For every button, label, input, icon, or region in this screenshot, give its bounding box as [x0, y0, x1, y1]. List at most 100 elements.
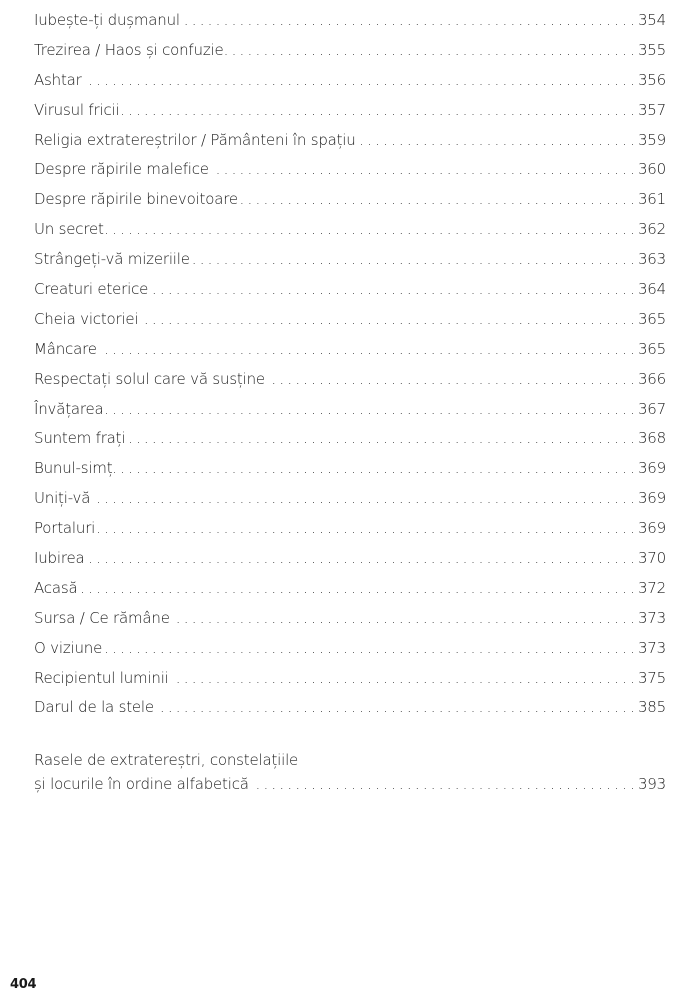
dot-leader: ........................................…: [150, 280, 638, 299]
toc-entry-page: 361: [637, 190, 666, 209]
toc-entry: O viziune...............................…: [34, 634, 666, 664]
toc-entry: Ashtar..................................…: [34, 66, 666, 96]
dot-leader: ........................................…: [97, 519, 638, 538]
toc-entry-page: 375: [637, 668, 666, 687]
dot-leader: ........................................…: [121, 100, 638, 119]
toc-entry: Portaluri...............................…: [34, 514, 666, 544]
toc-entry-title: Mâncare: [34, 339, 97, 358]
toc-entry-page: 360: [637, 160, 666, 179]
dot-leader: ........................................…: [106, 220, 638, 239]
dot-leader: ........................................…: [211, 160, 638, 179]
toc-entry-page: 363: [637, 250, 666, 269]
toc-entry-title: Strângeți-vă mizeriile: [34, 250, 190, 269]
dot-leader: ........................................…: [156, 698, 638, 717]
toc-entry-page: 365: [637, 309, 666, 328]
toc-entry: Religia extratereștrilor / Pământeni în …: [34, 126, 666, 156]
toc-entry: Creaturi eterice........................…: [34, 275, 666, 305]
toc-entry: Despre răpirile malefice................…: [34, 155, 666, 185]
toc-entry-title: Bunul-simț: [34, 459, 113, 478]
dot-leader: ........................................…: [239, 190, 638, 209]
dot-leader: ........................................…: [140, 309, 638, 328]
page-number: 404: [10, 977, 37, 992]
toc-entry: Recipientul luminii.....................…: [34, 664, 666, 694]
toc-entry: Despre răpirile binevoitoare............…: [34, 185, 666, 215]
toc-entry-title: Recipientul luminii: [34, 668, 169, 687]
dot-leader: ........................................…: [114, 459, 638, 478]
toc-entry: Suntem frați............................…: [34, 424, 666, 454]
toc-entry-page: 369: [637, 459, 666, 478]
toc-entry: Trezirea / Haos și confuzie.............…: [34, 36, 666, 66]
toc-entry-title: Acasă: [34, 578, 78, 597]
toc-entry-title: Iubește-ți dușmanul: [34, 11, 180, 29]
toc-entry-page: 370: [637, 549, 666, 568]
appendix-title-line2: și locurile în ordine alfabetică: [34, 775, 249, 793]
toc-entry-page: 357: [637, 100, 666, 119]
toc-entry-page: 373: [637, 638, 666, 657]
toc-entry-page: 354: [637, 11, 666, 29]
table-of-contents: Iubește-ți dușmanul.....................…: [34, 6, 666, 723]
toc-entry-title: Ashtar: [34, 70, 82, 89]
dot-leader: ........................................…: [104, 638, 638, 657]
toc-entry-title: Cheia victoriei: [34, 309, 139, 328]
dot-leader: ........................................…: [92, 489, 638, 508]
dot-leader: ........................................…: [84, 70, 638, 89]
toc-entry-title: Darul de la stele: [34, 698, 154, 717]
toc-entry: Iubește-ți dușmanul.....................…: [34, 6, 666, 36]
toc-entry-title: Religia extratereștrilor / Pământeni în …: [34, 130, 356, 149]
toc-entry-title: Sursa / Ce rămâne: [34, 608, 170, 627]
dot-leader: ........................................…: [172, 608, 638, 627]
toc-entry-page: 364: [637, 280, 666, 299]
toc-entry-title: Despre răpirile malefice: [34, 160, 209, 179]
toc-entry-title: Uniți-vă: [34, 489, 91, 508]
dot-leader: ........................................…: [266, 369, 638, 388]
toc-entry-title: Portaluri: [34, 519, 96, 538]
dot-leader: ........................................…: [106, 399, 638, 418]
toc-entry-title: Un secret: [34, 220, 104, 239]
toc-entry: Sursa / Ce rămâne.......................…: [34, 604, 666, 634]
dot-leader: ........................................…: [358, 130, 638, 149]
toc-entry-page: 368: [637, 429, 666, 448]
toc-entry: Bunul-simț..............................…: [34, 454, 666, 484]
toc-entry-page: 373: [637, 608, 666, 627]
toc-entry-title: Suntem frați: [34, 429, 126, 448]
appendix-title-line1: Rasele de extratereștri, constelațiile: [34, 751, 299, 769]
dot-leader: ........................................…: [86, 549, 638, 568]
toc-entry: Respectați solul care vă susține........…: [34, 365, 666, 395]
toc-entry-title: O viziune: [34, 638, 103, 657]
toc-entry-page: 356: [637, 70, 666, 89]
toc-entry-page: 372: [637, 578, 666, 597]
toc-entry: Iubirea.................................…: [34, 544, 666, 574]
toc-entry: Darul de la stele.......................…: [34, 693, 666, 723]
toc-appendix-entry: Rasele de extratereștri, constelațiile ș…: [34, 748, 666, 796]
dot-leader: ........................................…: [79, 578, 638, 597]
toc-entry-page: 385: [637, 698, 666, 717]
toc-entry: Acasă...................................…: [34, 574, 666, 604]
dot-leader: ........................................…: [182, 11, 638, 29]
toc-entry: Virusul fricii..........................…: [34, 96, 666, 126]
toc-entry: Strângeți-vă mizeriile..................…: [34, 245, 666, 275]
toc-entry-title: Creaturi eterice: [34, 280, 149, 299]
toc-entry-title: Învățarea: [34, 399, 104, 418]
dot-leader: ........................................…: [250, 775, 638, 793]
toc-entry-page: 365: [637, 339, 666, 358]
toc-entry: Cheia victoriei.........................…: [34, 305, 666, 335]
toc-entry-page: 369: [637, 519, 666, 538]
toc-entry-title: Virusul fricii: [34, 100, 120, 119]
dot-leader: ........................................…: [98, 339, 638, 358]
toc-entry: Mâncare.................................…: [34, 335, 666, 365]
dot-leader: ........................................…: [171, 668, 638, 687]
toc-entry-title: Respectați solul care vă susține: [34, 369, 265, 388]
toc-entry-page: 362: [637, 220, 666, 239]
toc-entry-page: 355: [637, 40, 666, 59]
toc-entry-title: Trezirea / Haos și confuzie: [34, 40, 224, 59]
toc-entry-page: 369: [637, 489, 666, 508]
toc-entry: Un secret...............................…: [34, 215, 666, 245]
toc-entry-title: Iubirea: [34, 549, 85, 568]
dot-leader: ........................................…: [127, 429, 638, 448]
toc-entry-page: 359: [637, 130, 666, 149]
dot-leader: ........................................…: [225, 40, 638, 59]
toc-entry-page: 366: [637, 369, 666, 388]
toc-entry: Uniți-vă................................…: [34, 484, 666, 514]
dot-leader: ........................................…: [191, 250, 638, 269]
toc-entry: Învățarea...............................…: [34, 395, 666, 425]
